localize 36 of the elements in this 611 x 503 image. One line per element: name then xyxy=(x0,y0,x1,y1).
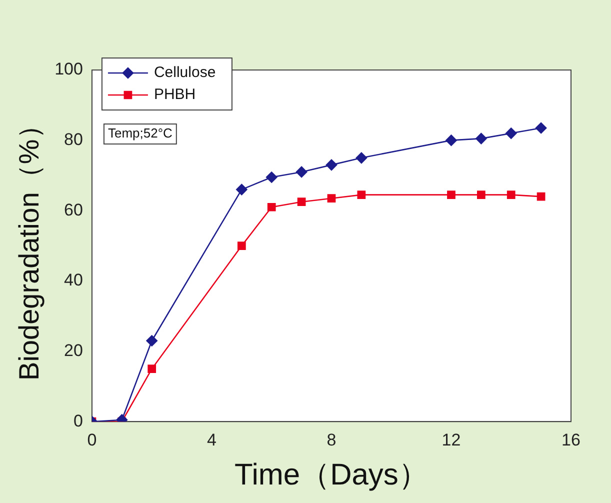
y-tick-label: 100 xyxy=(54,60,83,79)
annotation: Temp;52°C xyxy=(108,126,172,141)
x-tick-label: 8 xyxy=(326,430,336,450)
x-tick-label: 4 xyxy=(206,430,216,450)
legend-label: PHBH xyxy=(154,86,196,104)
y-tick-label: 40 xyxy=(64,270,83,290)
point xyxy=(266,172,278,183)
x-tick-label: 0 xyxy=(87,430,97,450)
point xyxy=(267,202,276,212)
point xyxy=(357,190,366,200)
y-axis-title: Biodegradation（%） xyxy=(14,111,45,380)
point xyxy=(297,198,306,206)
point xyxy=(536,192,546,201)
x-axis-title: Time（Days） xyxy=(234,458,428,492)
y-tick-label: 80 xyxy=(64,130,83,150)
point xyxy=(327,194,336,203)
x-tick-label: 16 xyxy=(562,430,580,450)
point xyxy=(236,184,248,196)
y-tick-label: 60 xyxy=(64,200,83,220)
legend-label: Cellulose xyxy=(154,64,216,82)
x-tick-label: 12 xyxy=(442,430,461,450)
point xyxy=(505,128,517,139)
point xyxy=(535,122,547,134)
point xyxy=(446,134,457,146)
point xyxy=(146,335,158,346)
y-tick-label: 0 xyxy=(73,411,83,430)
point xyxy=(356,152,368,164)
point xyxy=(476,132,487,144)
y-tick-label: 20 xyxy=(64,340,83,360)
point xyxy=(296,166,308,178)
point xyxy=(447,190,456,200)
point xyxy=(476,190,486,200)
point xyxy=(326,159,338,171)
point xyxy=(148,364,156,374)
point xyxy=(237,242,246,250)
point xyxy=(506,190,516,200)
